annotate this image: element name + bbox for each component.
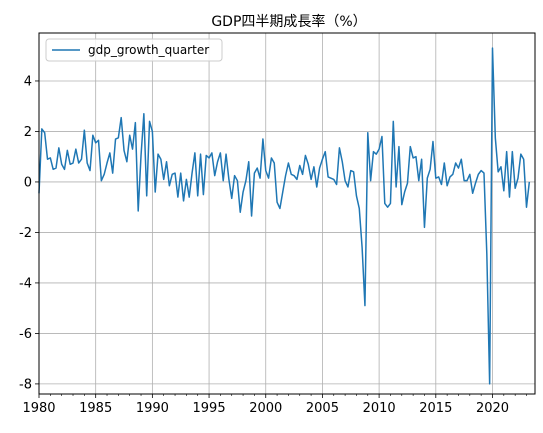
legend-box <box>45 38 223 62</box>
y-tick-label: 2 <box>24 125 32 140</box>
x-tick-label: 1980 <box>22 401 55 416</box>
x-tick-label: 1990 <box>136 401 169 416</box>
grid <box>38 33 535 394</box>
y-tick-label: 4 <box>24 74 32 89</box>
x-tick-label: 2000 <box>249 401 282 416</box>
chart-title: GDP四半期成長率（%） <box>211 13 366 30</box>
series-line-gdp-growth-quarter <box>38 47 531 385</box>
y-tick-label: -8 <box>19 377 32 392</box>
legend-label-gdp-growth-quarter: gdp_growth_quarter <box>88 43 209 57</box>
plot-area-frame <box>38 32 536 395</box>
x-tick-label: 1985 <box>79 401 112 416</box>
x-tick-label: 2015 <box>419 401 452 416</box>
legend: gdp_growth_quarter <box>45 38 223 62</box>
y-tick-label: -2 <box>19 226 32 241</box>
x-axis: 1980 1985 1990 1995 2000 2005 2010 2015 2020 <box>22 394 527 416</box>
series-layer <box>38 47 531 385</box>
x-tick-label: 2010 <box>363 401 396 416</box>
x-tick-label: 1995 <box>193 401 226 416</box>
y-axis: -8 -6 -4 -2 0 2 4 <box>19 74 39 392</box>
x-tick-label: 2005 <box>306 401 339 416</box>
y-tick-label: -4 <box>19 276 32 291</box>
y-tick-label: 0 <box>24 175 32 190</box>
x-tick-label: 2020 <box>476 401 509 416</box>
y-tick-label: -6 <box>19 327 32 342</box>
